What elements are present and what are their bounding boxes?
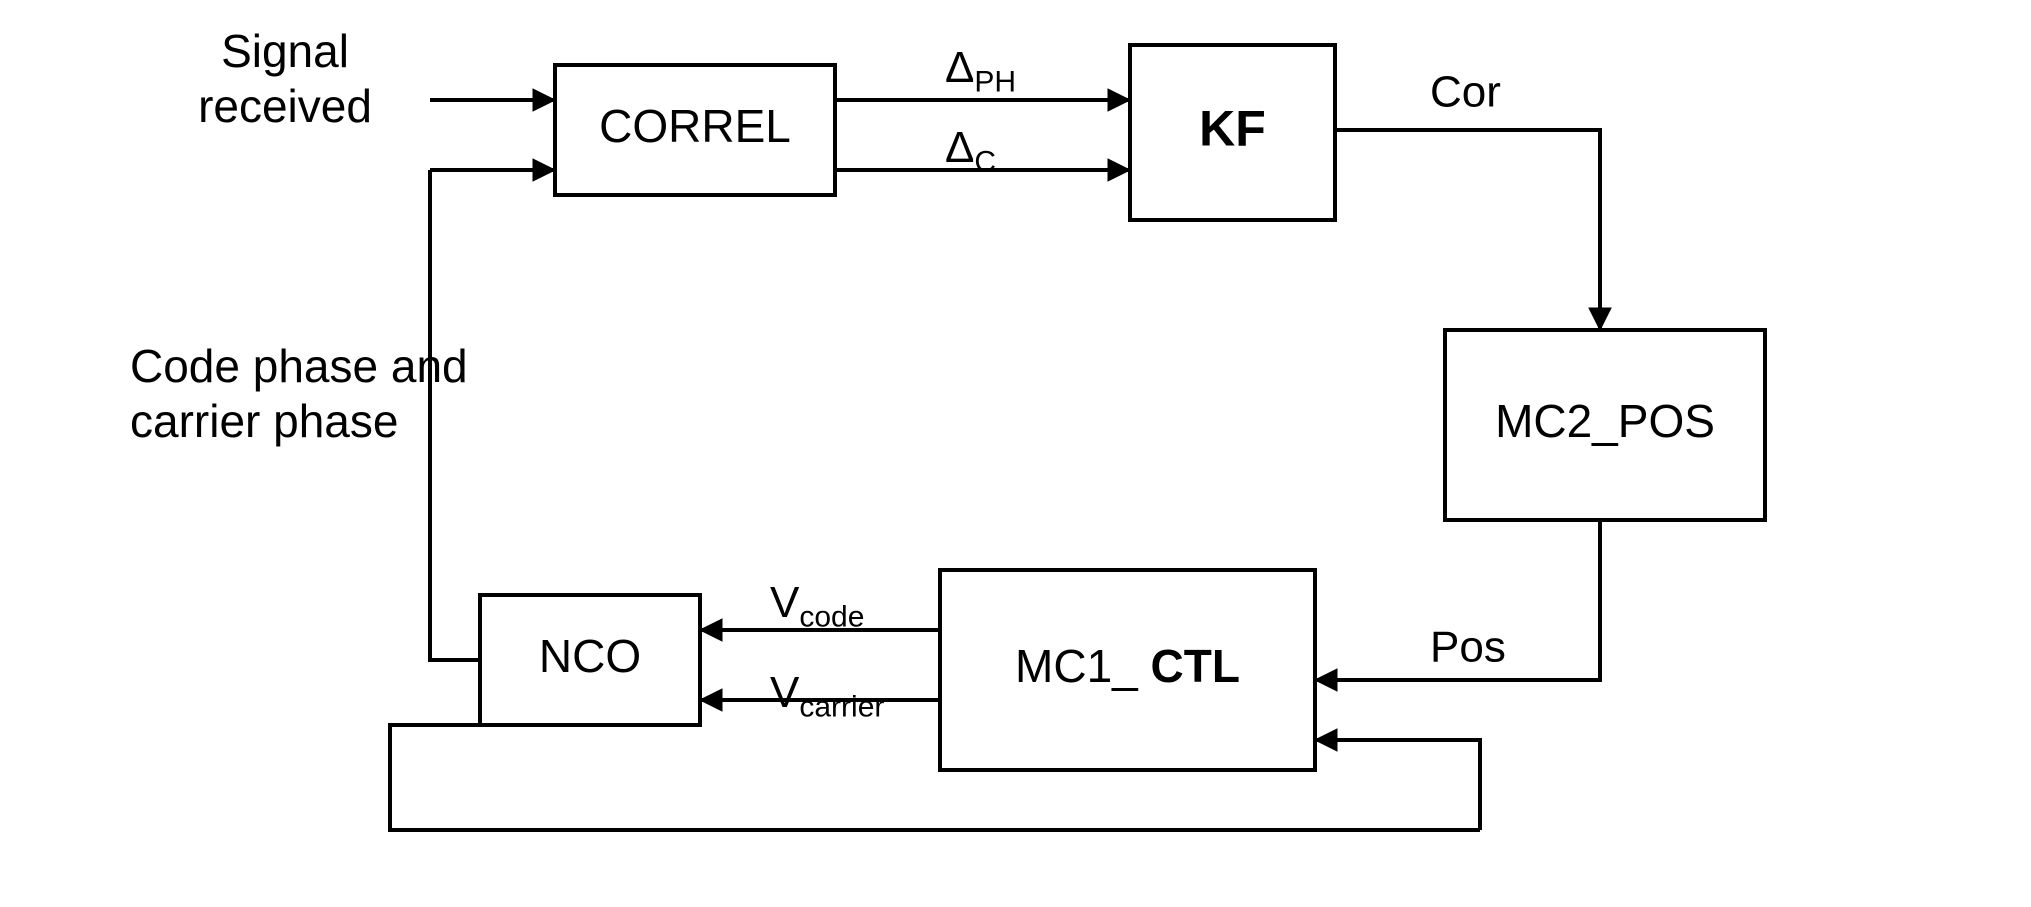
label-sub: ΔPH [945, 43, 1016, 99]
edge-feedback [430, 170, 480, 660]
edge-cor [1335, 130, 1600, 330]
block-correl-label: CORREL [599, 100, 791, 152]
label: received [198, 80, 372, 132]
block-mc1-label: MC1_ CTL [1015, 640, 1240, 692]
block-diagram: CORREL KF MC2_POS MC1_ CTL NCO Signalreceived… [0, 0, 2031, 907]
arrow-dc [1108, 159, 1130, 181]
arrow-cor [1589, 308, 1611, 330]
label: Signal [221, 25, 349, 77]
arrow-vcarrier [700, 689, 722, 711]
block-mc2-label: MC2_POS [1495, 395, 1715, 447]
label-sub: Vcode [770, 578, 864, 634]
arrow-dph [1108, 89, 1130, 111]
label: Pos [1430, 623, 1506, 672]
label: Cor [1430, 68, 1501, 117]
arrow-sig_in [533, 89, 555, 111]
block-kf-label: KF [1199, 101, 1266, 157]
arrow-fb_low_in [1315, 729, 1337, 751]
block-nco-label: NCO [539, 630, 641, 682]
label-sub: ΔC [945, 123, 996, 179]
edge-fb_low_in [1315, 740, 1480, 830]
arrow-fb_in [533, 159, 555, 181]
label: carrier phase [130, 395, 398, 447]
arrow-vcode [700, 619, 722, 641]
label: Code phase and [130, 340, 468, 392]
arrow-pos [1315, 669, 1337, 691]
label-sub: Vcarrier [770, 668, 884, 724]
